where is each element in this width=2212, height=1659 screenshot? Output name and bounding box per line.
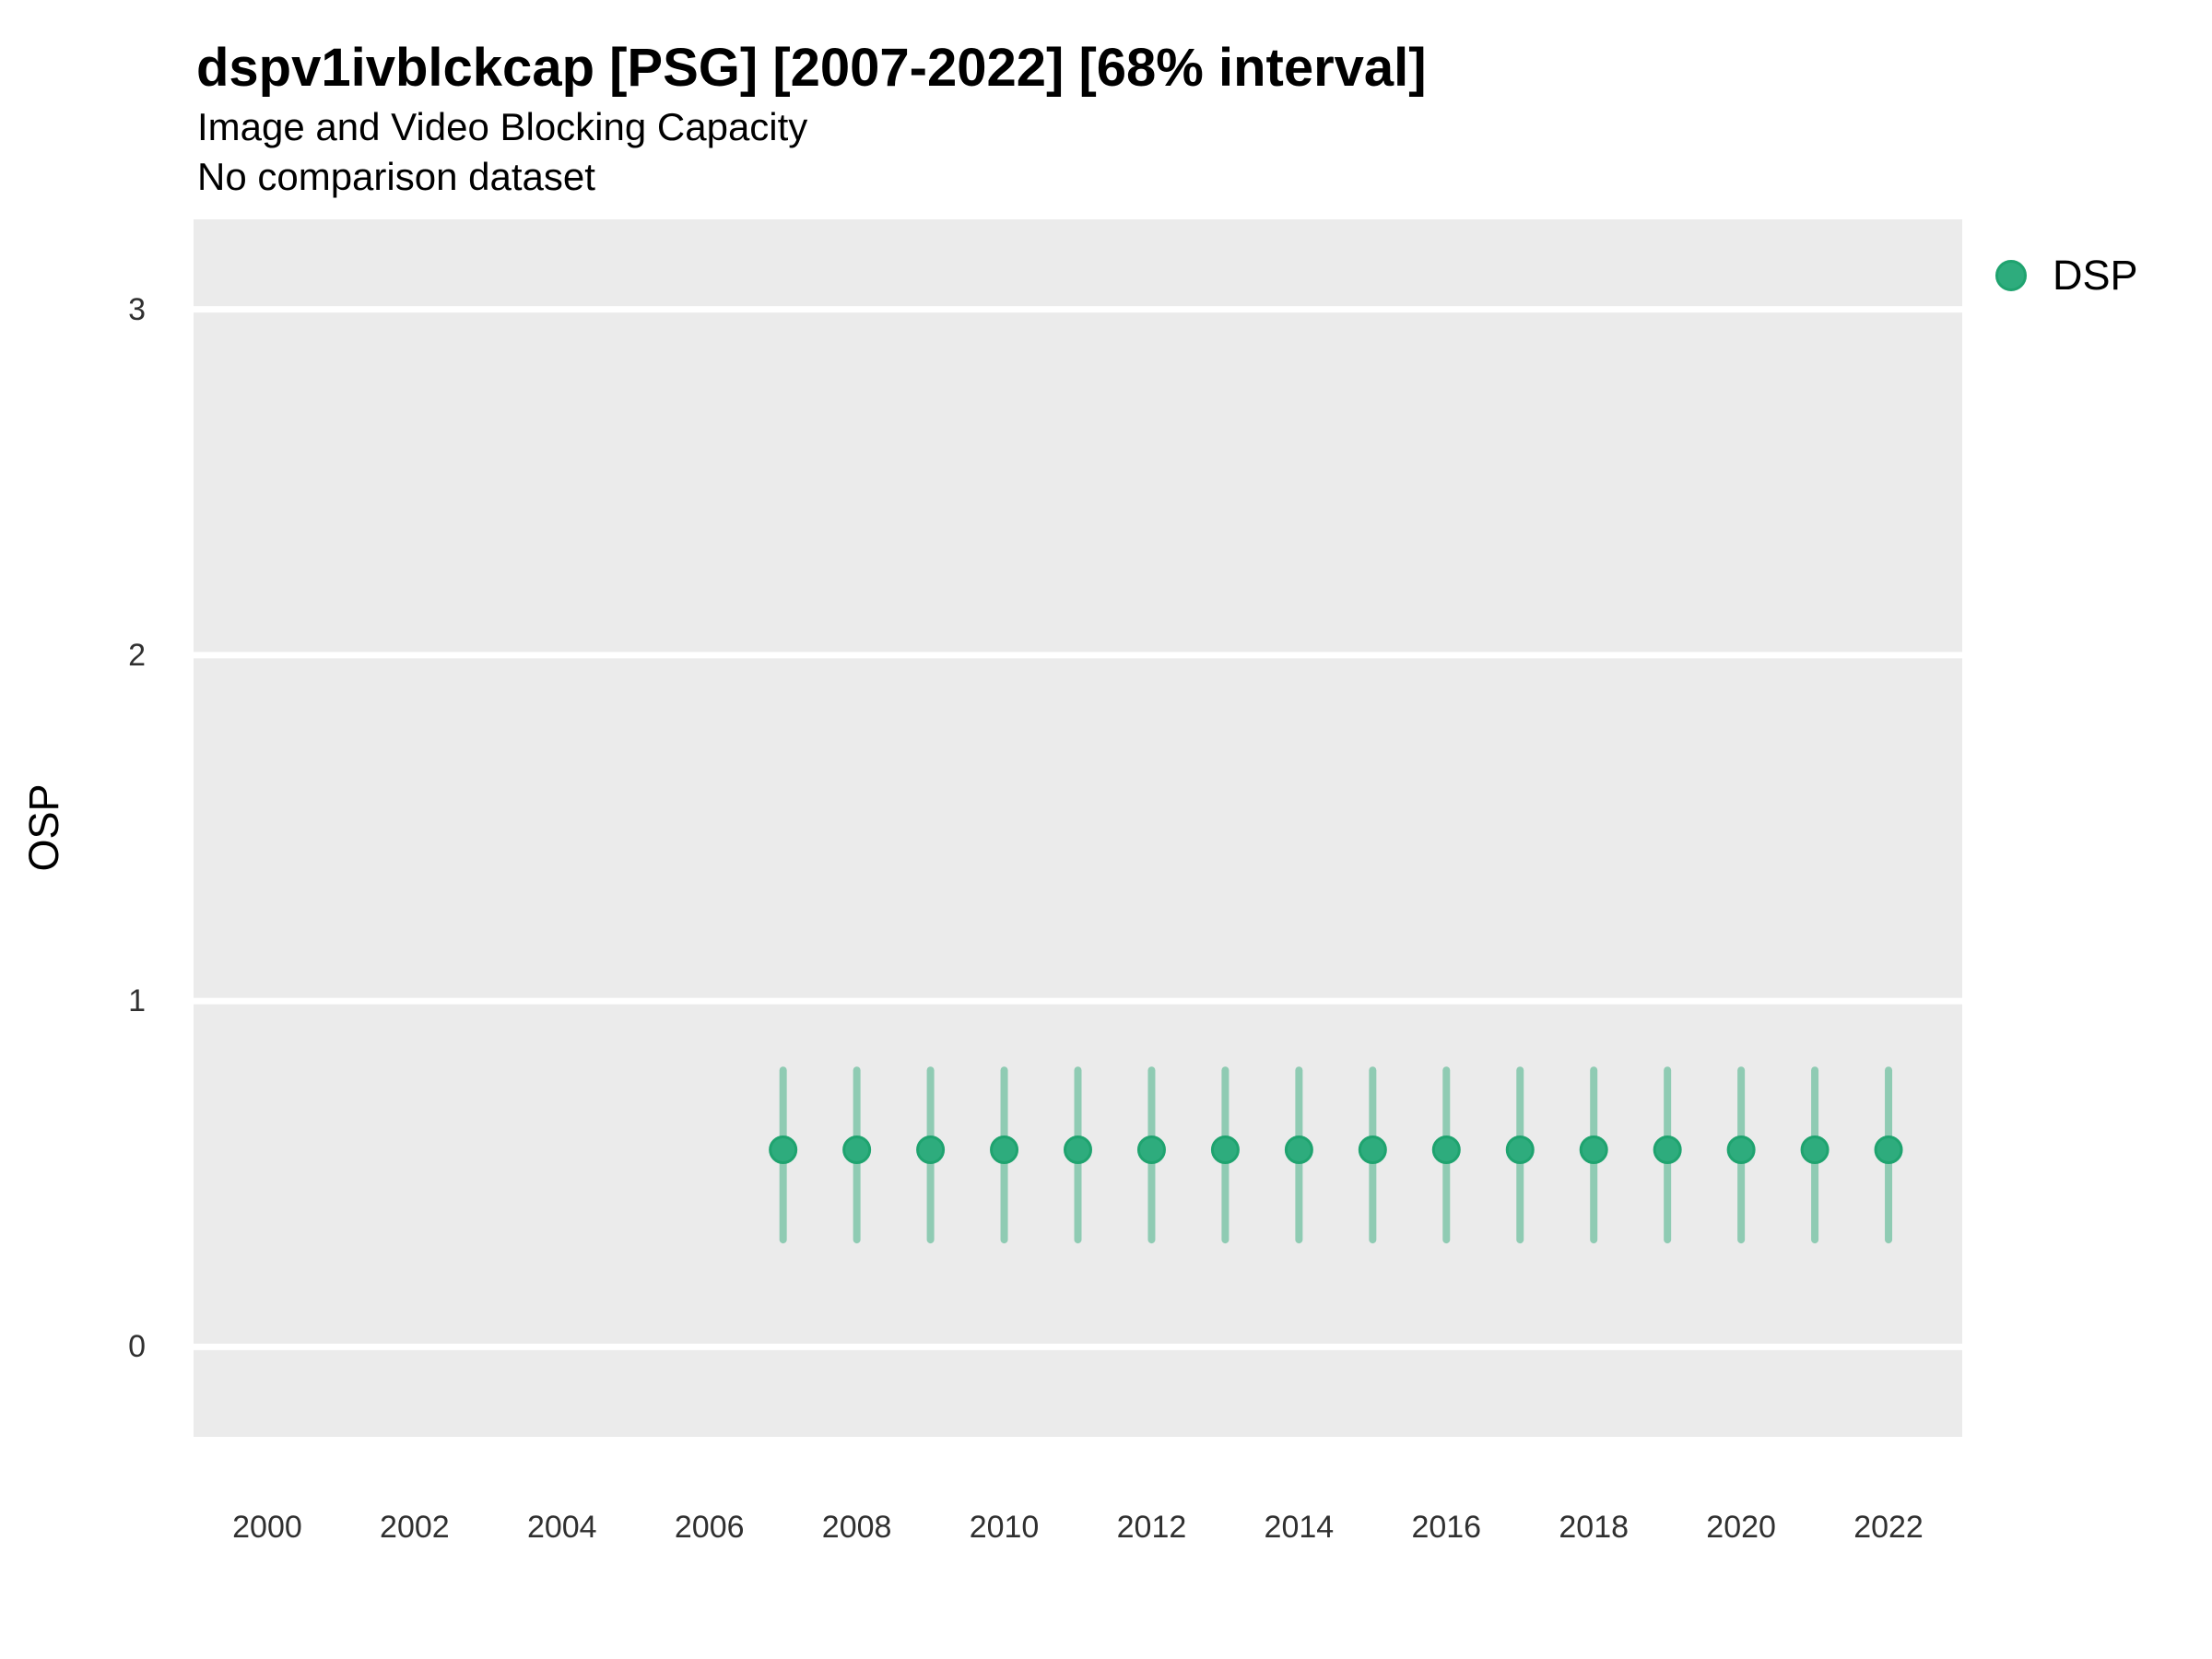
data-point-marker (1505, 1135, 1535, 1165)
data-point-marker (1358, 1135, 1387, 1165)
legend-label: DSP (2053, 252, 2138, 299)
data-point-marker (1726, 1135, 1756, 1165)
x-tick-label: 2014 (1264, 1510, 1335, 1545)
x-tick-label: 2020 (1706, 1510, 1776, 1545)
data-point-marker (1653, 1135, 1682, 1165)
plot-panel (194, 219, 1962, 1437)
x-tick-label: 2004 (526, 1510, 597, 1545)
y-axis-title: OSP (20, 783, 67, 872)
data-point-marker (1800, 1135, 1830, 1165)
x-tick-label: 2010 (969, 1510, 1040, 1545)
data-point-marker (1064, 1135, 1092, 1165)
y-tick-label: 0 (128, 1329, 146, 1365)
legend-dot-icon (1995, 260, 2027, 291)
data-point-marker (990, 1135, 1019, 1165)
legend: DSP (1995, 254, 2138, 297)
data-point-marker (842, 1135, 872, 1165)
y-tick-label: 3 (128, 291, 146, 327)
data-point-marker (1874, 1135, 1903, 1165)
data-point-marker (1284, 1135, 1313, 1165)
chart-note: No comparison dataset (197, 155, 595, 198)
x-tick-label: 2002 (380, 1510, 450, 1545)
data-point-marker (1136, 1135, 1166, 1165)
chart-subtitle: Image and Video Blocking Capacity (197, 105, 808, 148)
plot-svg (194, 306, 1962, 1350)
x-tick-label: 2012 (1116, 1510, 1187, 1545)
x-tick-label: 2022 (1853, 1510, 1924, 1545)
chart-title: dspv1ivblckcap [PSG] [2007-2022] [68% in… (196, 38, 1427, 98)
x-tick-label: 2006 (674, 1510, 745, 1545)
y-tick-label: 2 (128, 637, 146, 673)
data-point-marker (769, 1135, 798, 1165)
data-point-marker (1431, 1135, 1461, 1165)
data-point-marker (1210, 1135, 1240, 1165)
x-tick-label: 2016 (1411, 1510, 1482, 1545)
data-point-marker (916, 1135, 946, 1165)
x-tick-label: 2000 (232, 1510, 302, 1545)
x-tick-label: 2018 (1559, 1510, 1630, 1545)
data-point-marker (1579, 1135, 1608, 1165)
x-tick-label: 2008 (821, 1510, 892, 1545)
y-tick-label: 1 (128, 983, 146, 1019)
